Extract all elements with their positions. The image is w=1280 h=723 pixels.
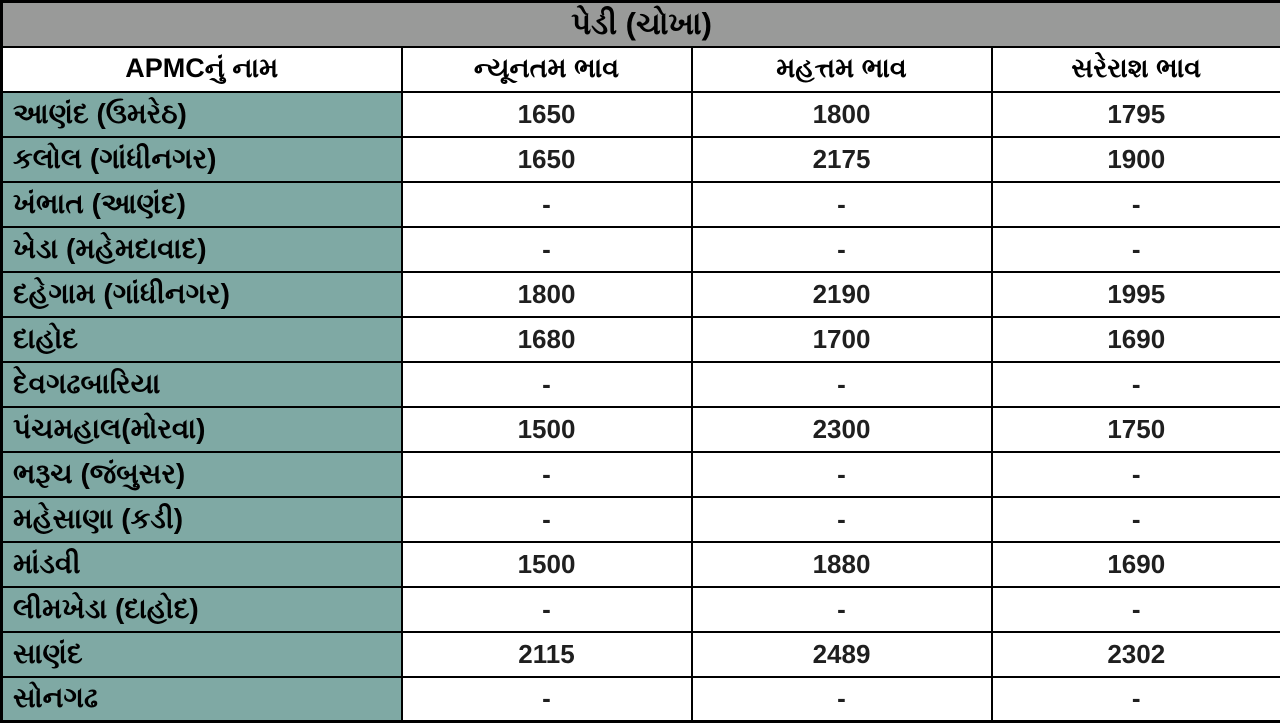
apmc-name-cell: મહેસાણા (કડી) bbox=[2, 497, 402, 542]
column-header-max-price: મહત્તમ ભાવ bbox=[692, 47, 992, 92]
min-price-cell: - bbox=[402, 452, 692, 497]
table-row: લીમખેડા (દાહોદ)--- bbox=[2, 587, 1280, 632]
apmc-name-cell: માંડવી bbox=[2, 542, 402, 587]
apmc-name-cell: સોનગઢ bbox=[2, 677, 402, 722]
max-price-cell: 1880 bbox=[692, 542, 992, 587]
max-price-cell: - bbox=[692, 182, 992, 227]
max-price-cell: - bbox=[692, 587, 992, 632]
max-price-cell: - bbox=[692, 677, 992, 722]
avg-price-cell: 1690 bbox=[992, 542, 1280, 587]
min-price-cell: 1650 bbox=[402, 137, 692, 182]
avg-price-cell: 1900 bbox=[992, 137, 1280, 182]
title-row: પેડી (ચોખા) bbox=[2, 2, 1280, 47]
min-price-cell: - bbox=[402, 362, 692, 407]
max-price-cell: - bbox=[692, 497, 992, 542]
table-row: દેવગઢબારિયા--- bbox=[2, 362, 1280, 407]
max-price-cell: 2175 bbox=[692, 137, 992, 182]
avg-price-cell: 1795 bbox=[992, 92, 1280, 137]
apmc-name-cell: સાણંદ bbox=[2, 632, 402, 677]
max-price-cell: 2489 bbox=[692, 632, 992, 677]
avg-price-cell: 1690 bbox=[992, 317, 1280, 362]
table-row: ભરૂચ (જંબુસર)--- bbox=[2, 452, 1280, 497]
column-header-avg-price: સરેરાશ ભાવ bbox=[992, 47, 1280, 92]
min-price-cell: 1650 bbox=[402, 92, 692, 137]
avg-price-cell: - bbox=[992, 452, 1280, 497]
max-price-cell: 2300 bbox=[692, 407, 992, 452]
max-price-cell: 2190 bbox=[692, 272, 992, 317]
apmc-name-cell: દાહોદ bbox=[2, 317, 402, 362]
min-price-cell: 1680 bbox=[402, 317, 692, 362]
max-price-cell: 1700 bbox=[692, 317, 992, 362]
table-row: સોનગઢ--- bbox=[2, 677, 1280, 722]
apmc-name-cell: આણંદ (ઉમરેઠ) bbox=[2, 92, 402, 137]
avg-price-cell: - bbox=[992, 227, 1280, 272]
apmc-name-cell: દેવગઢબારિયા bbox=[2, 362, 402, 407]
apmc-name-cell: ભરૂચ (જંબુસર) bbox=[2, 452, 402, 497]
min-price-cell: - bbox=[402, 497, 692, 542]
column-header-min-price: ન્યૂનતમ ભાવ bbox=[402, 47, 692, 92]
min-price-cell: 2115 bbox=[402, 632, 692, 677]
min-price-cell: 1500 bbox=[402, 542, 692, 587]
avg-price-cell: - bbox=[992, 182, 1280, 227]
avg-price-cell: 1750 bbox=[992, 407, 1280, 452]
avg-price-cell: 2302 bbox=[992, 632, 1280, 677]
max-price-cell: - bbox=[692, 227, 992, 272]
min-price-cell: - bbox=[402, 677, 692, 722]
table-row: મહેસાણા (કડી)--- bbox=[2, 497, 1280, 542]
apmc-name-cell: લીમખેડા (દાહોદ) bbox=[2, 587, 402, 632]
max-price-cell: - bbox=[692, 452, 992, 497]
max-price-cell: - bbox=[692, 362, 992, 407]
avg-price-cell: - bbox=[992, 362, 1280, 407]
min-price-cell: - bbox=[402, 227, 692, 272]
column-header-apmc-name: APMCનું નામ bbox=[2, 47, 402, 92]
apmc-name-cell: કલોલ (ગાંધીનગર) bbox=[2, 137, 402, 182]
table-row: ખેડા (મહેમદાવાદ)--- bbox=[2, 227, 1280, 272]
apmc-name-cell: ખંભાત (આણંદ) bbox=[2, 182, 402, 227]
min-price-cell: 1500 bbox=[402, 407, 692, 452]
max-price-cell: 1800 bbox=[692, 92, 992, 137]
apmc-name-cell: પંચમહાલ(મોરવા) bbox=[2, 407, 402, 452]
avg-price-cell: 1995 bbox=[992, 272, 1280, 317]
avg-price-cell: - bbox=[992, 497, 1280, 542]
avg-price-cell: - bbox=[992, 587, 1280, 632]
min-price-cell: 1800 bbox=[402, 272, 692, 317]
avg-price-cell: - bbox=[992, 677, 1280, 722]
table-row: ખંભાત (આણંદ)--- bbox=[2, 182, 1280, 227]
min-price-cell: - bbox=[402, 182, 692, 227]
min-price-cell: - bbox=[402, 587, 692, 632]
apmc-name-cell: ખેડા (મહેમદાવાદ) bbox=[2, 227, 402, 272]
header-row: APMCનું નામ ન્યૂનતમ ભાવ મહત્તમ ભાવ સરેરા… bbox=[2, 47, 1280, 92]
apmc-name-cell: દહેગામ (ગાંધીનગર) bbox=[2, 272, 402, 317]
table-title: પેડી (ચોખા) bbox=[2, 2, 1280, 47]
